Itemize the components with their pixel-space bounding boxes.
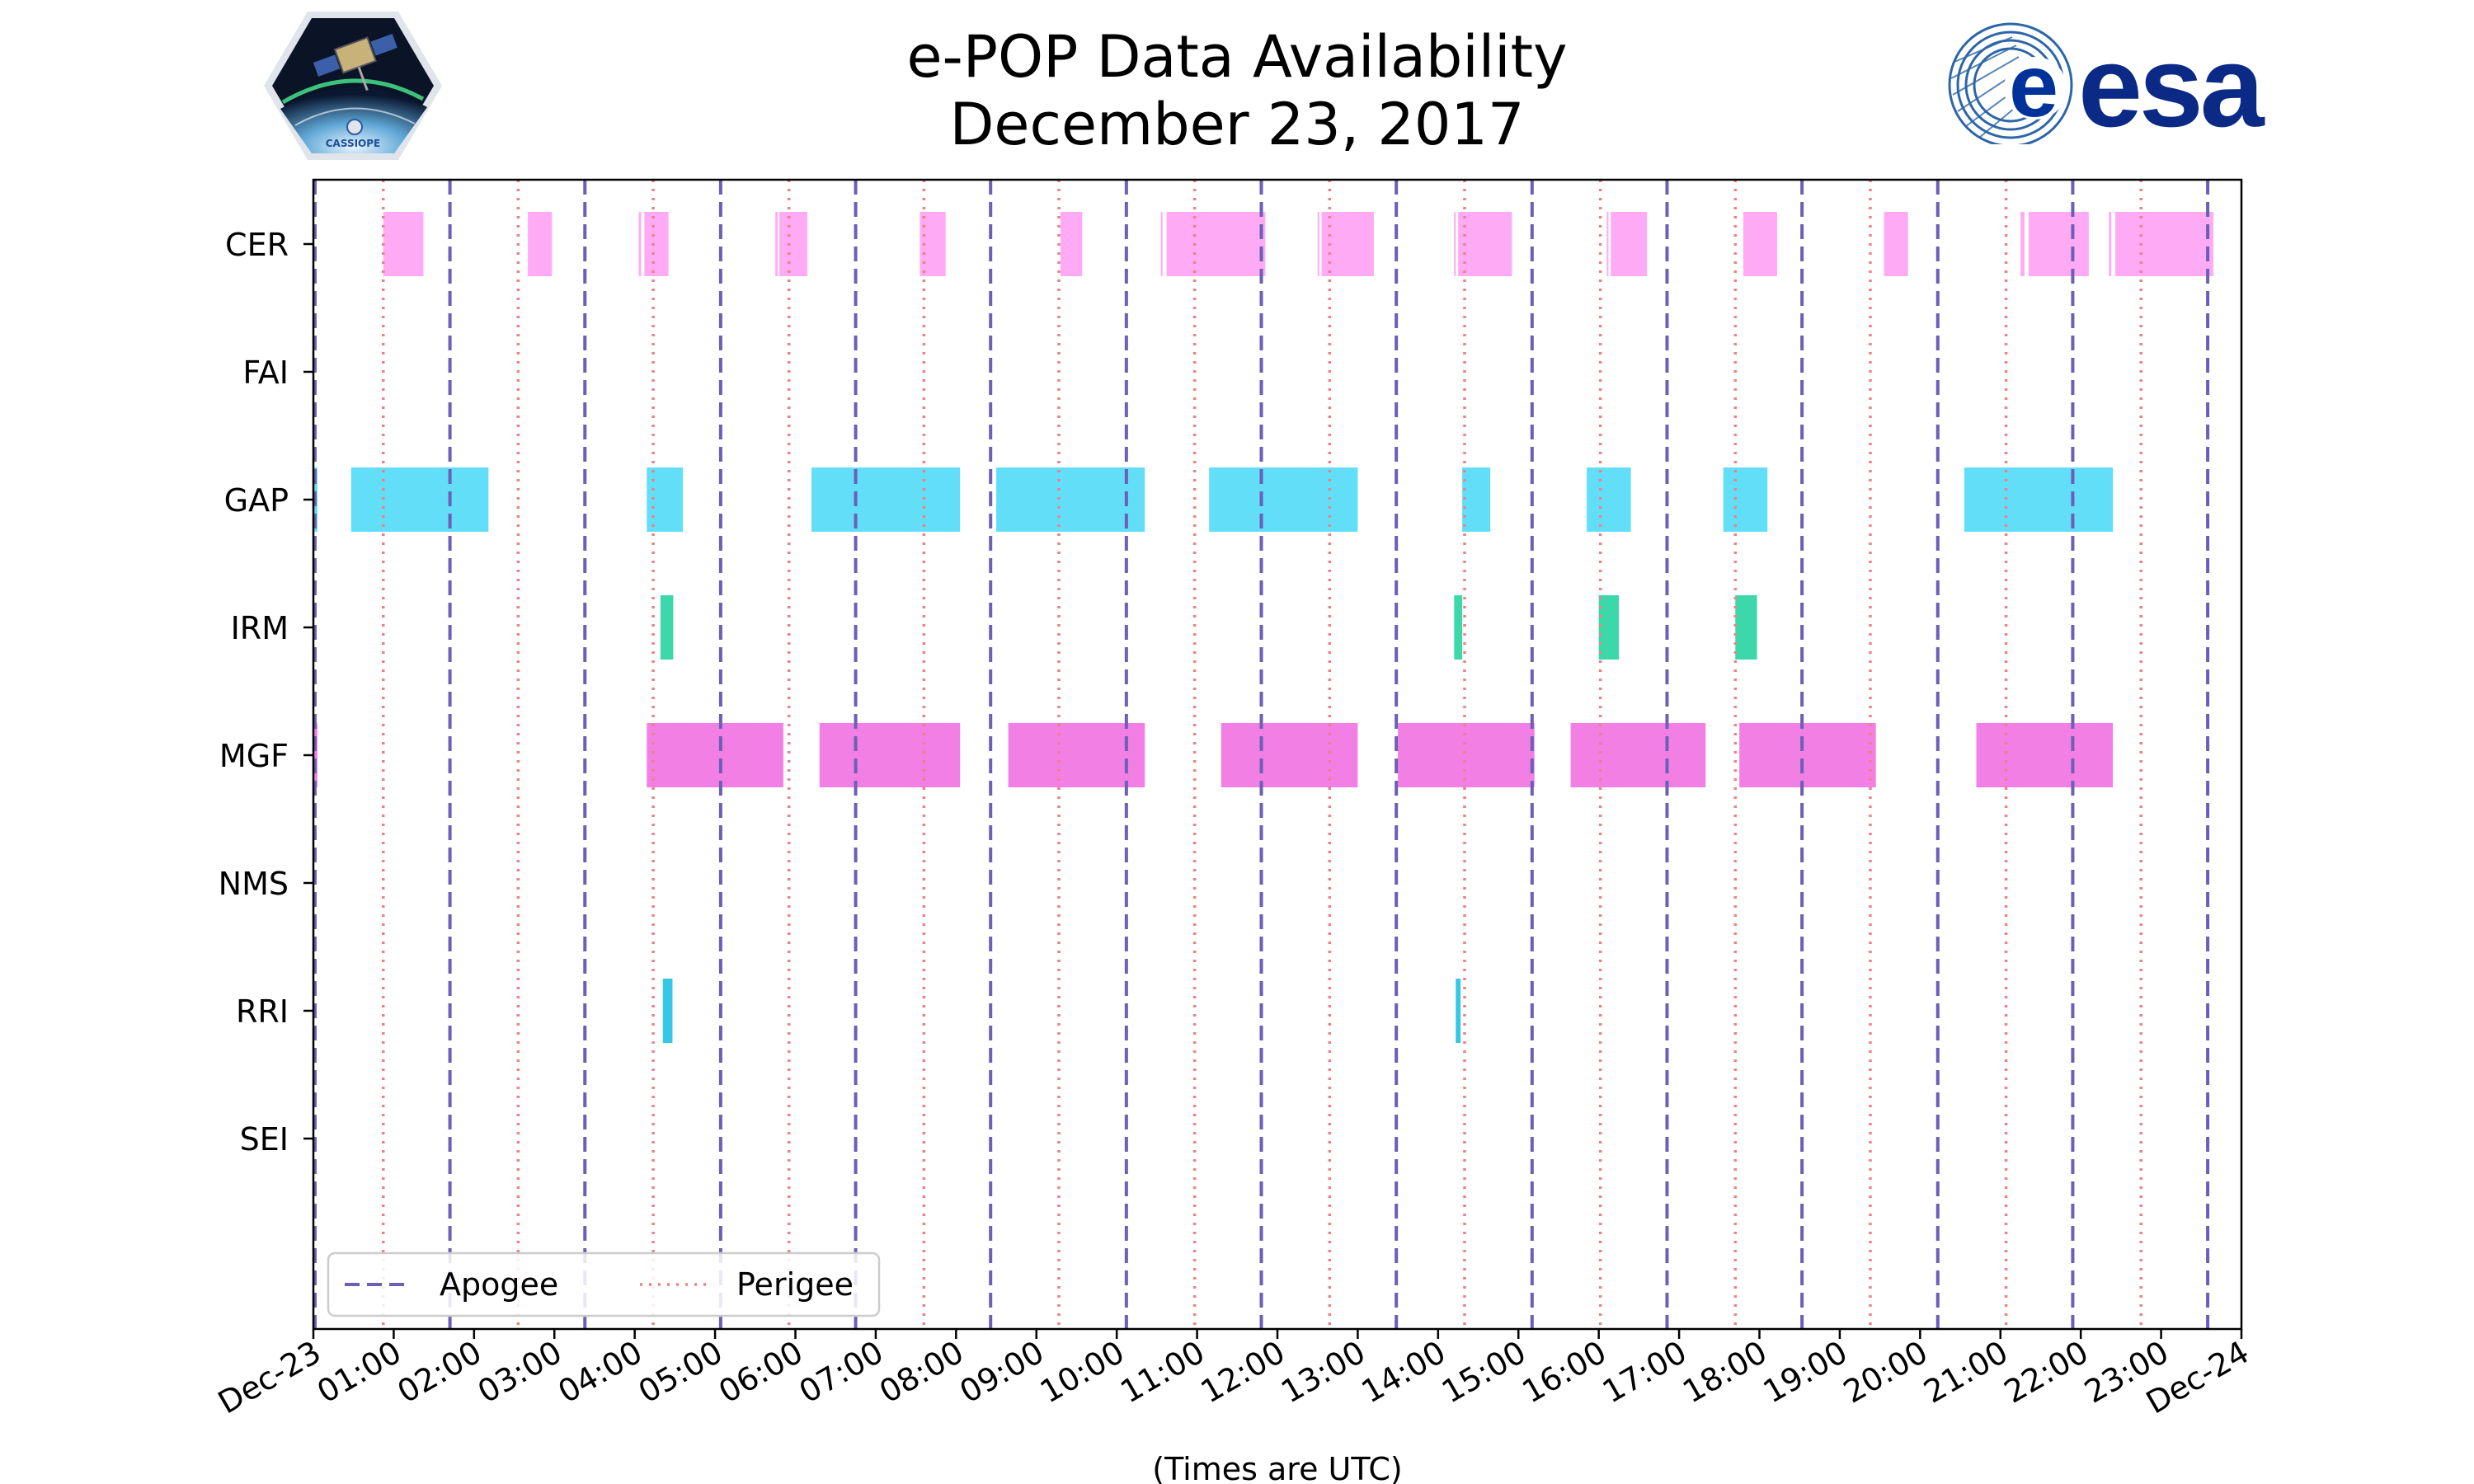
y-tick-label: SEI bbox=[240, 1121, 289, 1158]
bar-cer bbox=[1611, 212, 1648, 276]
bar-gap bbox=[996, 467, 1145, 532]
x-tick-label: 01:00 bbox=[311, 1334, 407, 1411]
svg-text:e: e bbox=[2009, 35, 2058, 135]
y-tick-label: MGF bbox=[219, 738, 289, 774]
legend-apogee-label: Apogee bbox=[440, 1266, 558, 1303]
bar-mgf bbox=[1398, 723, 1535, 787]
y-tick-label: IRM bbox=[231, 610, 289, 646]
bar-cer bbox=[1317, 212, 1319, 276]
bar-gap bbox=[1209, 467, 1358, 532]
x-tick-label: 05:00 bbox=[633, 1334, 729, 1411]
bar-irm bbox=[660, 595, 674, 660]
bar-cer bbox=[528, 212, 553, 276]
bar-mgf bbox=[313, 723, 317, 787]
chart-title-line2: December 23, 2017 bbox=[949, 91, 1525, 158]
plot-frame bbox=[312, 178, 2243, 1331]
plot-area bbox=[313, 180, 2241, 1329]
bar-cer bbox=[2115, 212, 2213, 276]
bar-cer bbox=[2020, 212, 2025, 276]
bar-gap bbox=[350, 467, 489, 532]
x-tick-label: 21:00 bbox=[1917, 1334, 2014, 1411]
x-tick-label: 17:00 bbox=[1597, 1334, 1693, 1411]
bar-mgf bbox=[1570, 723, 1706, 787]
y-tick-label: CER bbox=[225, 227, 289, 263]
x-tick-label: 07:00 bbox=[793, 1334, 890, 1411]
x-tick-label: 10:00 bbox=[1034, 1334, 1131, 1411]
bar-cer bbox=[2109, 212, 2112, 276]
cassiope-logo-text: CASSIOPE bbox=[326, 138, 381, 149]
bar-cer bbox=[1454, 212, 1456, 276]
bar-irm bbox=[1598, 595, 1620, 660]
x-tick-label: 03:00 bbox=[472, 1334, 568, 1411]
x-tick-label: 04:00 bbox=[552, 1334, 648, 1411]
chart-title-line1: e-POP Data Availability bbox=[906, 23, 1568, 91]
bar-mgf bbox=[647, 723, 783, 787]
bar-cer bbox=[2028, 212, 2089, 276]
cassiope-mission-logo: CASSIOPE bbox=[264, 12, 442, 160]
y-tick-label: NMS bbox=[219, 866, 289, 902]
bar-gap bbox=[647, 467, 684, 532]
bar-cer bbox=[1321, 212, 1374, 276]
y-tick-label: RRI bbox=[236, 993, 289, 1030]
bar-gap bbox=[1964, 467, 2114, 532]
x-tick-label: 13:00 bbox=[1275, 1334, 1371, 1411]
x-tick-label: 19:00 bbox=[1757, 1334, 1854, 1411]
x-tick-label: 22:00 bbox=[1998, 1334, 2095, 1411]
x-tick-label: Dec-24 bbox=[2140, 1334, 2255, 1421]
bar-cer bbox=[1458, 212, 1512, 276]
bar-gap bbox=[1723, 467, 1768, 532]
x-tick-label: 16:00 bbox=[1516, 1334, 1612, 1411]
bar-cer bbox=[1166, 212, 1266, 276]
x-tick-label: 20:00 bbox=[1837, 1334, 1934, 1411]
x-axis-label: (Times are UTC) bbox=[1152, 1451, 1402, 1484]
bar-mgf bbox=[819, 723, 961, 787]
esa-logo: e esa bbox=[1948, 21, 2269, 144]
bar-cer bbox=[1060, 212, 1083, 276]
esa-logo-text: esa bbox=[2078, 21, 2265, 144]
x-tick-label: 14:00 bbox=[1355, 1334, 1451, 1411]
bar-gap bbox=[313, 467, 317, 532]
x-tick-label: 23:00 bbox=[2078, 1334, 2175, 1411]
x-tick-label: 06:00 bbox=[713, 1334, 809, 1411]
x-tick-label: 18:00 bbox=[1677, 1334, 1773, 1411]
x-tick-label: 08:00 bbox=[873, 1334, 970, 1411]
bar-rri bbox=[1456, 979, 1461, 1043]
bar-cer bbox=[920, 212, 946, 276]
bar-cer bbox=[1160, 212, 1163, 276]
x-tick-label: 11:00 bbox=[1114, 1334, 1211, 1411]
bar-mgf bbox=[1008, 723, 1145, 787]
bar-irm bbox=[1454, 595, 1463, 660]
bar-rri bbox=[662, 979, 673, 1043]
bar-cer bbox=[638, 212, 642, 276]
x-tick-label: 12:00 bbox=[1195, 1334, 1291, 1411]
bar-cer bbox=[775, 212, 778, 276]
bar-gap bbox=[1462, 467, 1491, 532]
x-tick-label: 02:00 bbox=[391, 1334, 487, 1411]
x-tick-label: 09:00 bbox=[953, 1334, 1050, 1411]
bar-cer bbox=[644, 212, 669, 276]
y-tick-label: GAP bbox=[224, 482, 289, 519]
bar-mgf bbox=[1739, 723, 1876, 787]
bar-gap bbox=[1587, 467, 1631, 532]
bar-mgf bbox=[1976, 723, 2114, 787]
y-tick-label: FAI bbox=[242, 355, 289, 391]
bar-cer bbox=[383, 212, 424, 276]
bar-gap bbox=[811, 467, 961, 532]
bar-cer bbox=[1884, 212, 1908, 276]
bar-irm bbox=[1735, 595, 1757, 660]
bar-cer bbox=[779, 212, 808, 276]
x-tick-label: Dec-23 bbox=[212, 1334, 327, 1421]
x-tick-label: 15:00 bbox=[1436, 1334, 1532, 1411]
bar-cer bbox=[1743, 212, 1777, 276]
legend-perigee-label: Perigee bbox=[736, 1266, 854, 1303]
bar-mgf bbox=[1221, 723, 1358, 787]
bar-cer bbox=[1606, 212, 1609, 276]
legend-box bbox=[327, 1252, 881, 1317]
